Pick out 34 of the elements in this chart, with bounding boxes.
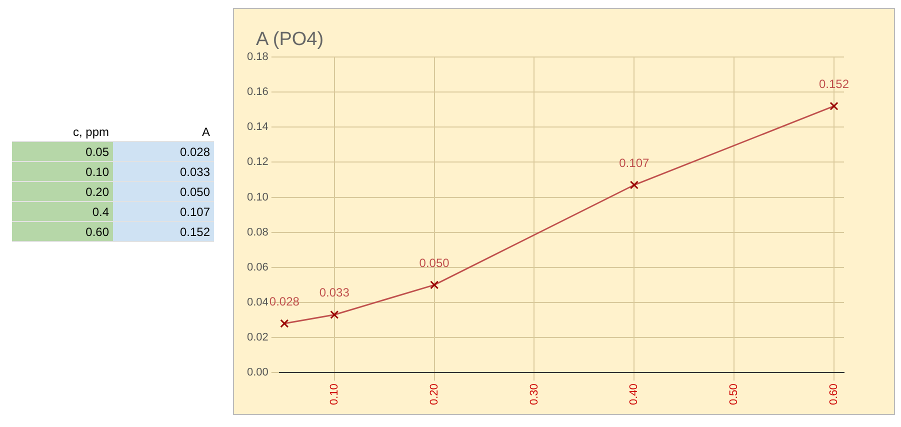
text: 0.20 [12, 182, 113, 202]
data-label: 0.152 [818, 77, 850, 92]
text: c, ppm [12, 122, 113, 142]
y-tick-label: 0.12 [246, 156, 268, 168]
x-tick-label: 0.50 [728, 384, 740, 406]
x-tick-label: 0.20 [428, 384, 440, 406]
x-tick-label: 0.10 [328, 384, 340, 406]
x-tick-label: 0.40 [628, 384, 640, 406]
y-tick-label: 0.02 [246, 332, 268, 344]
y-tick-label: 0.10 [246, 191, 268, 204]
text: 0.107 [113, 202, 214, 222]
text: 0.60 [12, 222, 113, 242]
text: 0.050 [113, 182, 214, 202]
text: 0.033 [113, 162, 214, 182]
text: 0.05 [12, 142, 113, 162]
y-tick-label: 0.16 [246, 86, 268, 98]
x-tick-label: 0.60 [828, 384, 840, 406]
text: 0.4 [12, 202, 113, 222]
y-tick-label: 0.08 [246, 226, 268, 238]
y-tick-label: 0.06 [246, 261, 268, 274]
y-tick-label: 0.00 [246, 366, 268, 379]
data-label: 0.050 [419, 256, 450, 270]
data-label: 0.107 [619, 156, 650, 170]
y-tick-label: 0.18 [246, 51, 268, 64]
chart-title: A (PO4) [256, 29, 324, 51]
text: 0.152 [113, 222, 214, 242]
data-label: 0.028 [269, 294, 300, 308]
data-label: 0.033 [319, 286, 350, 300]
text: 0.10 [12, 162, 113, 182]
text: A [113, 122, 214, 142]
x-tick-label: 0.30 [528, 384, 540, 406]
y-tick-label: 0.14 [246, 121, 268, 134]
text: 0.028 [113, 142, 214, 162]
y-tick-label: 0.04 [246, 296, 268, 308]
